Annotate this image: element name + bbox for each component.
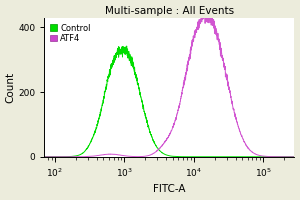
Title: Multi-sample : All Events: Multi-sample : All Events <box>105 6 234 16</box>
Y-axis label: Count: Count <box>6 72 16 103</box>
X-axis label: FITC-A: FITC-A <box>153 184 186 194</box>
Legend: Control, ATF4: Control, ATF4 <box>49 22 92 44</box>
